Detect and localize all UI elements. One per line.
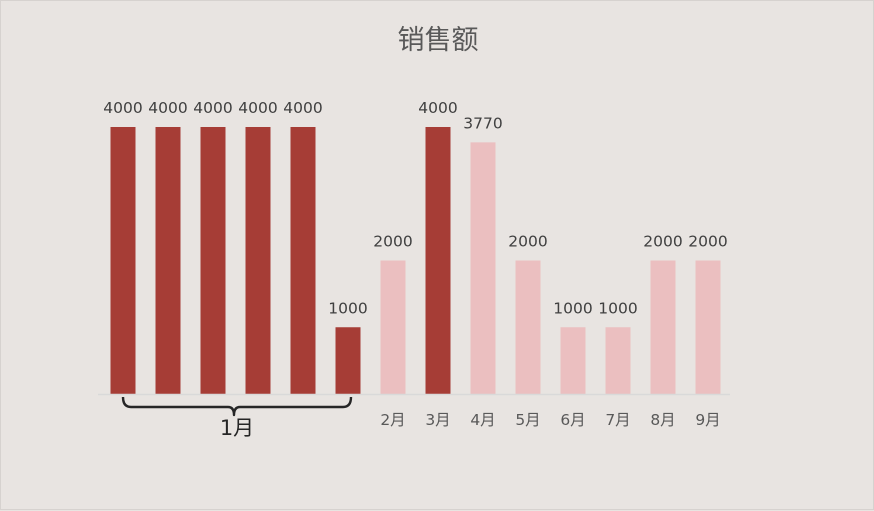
bar [605,327,631,394]
x-tick-label: 6月 [560,411,585,429]
data-label: 2000 [508,233,547,251]
chart-title: 销售额 [397,25,479,56]
x-tick-label: 3月 [425,411,450,429]
data-label: 1000 [598,299,637,317]
data-label: 4000 [193,99,232,117]
data-label: 4000 [103,99,142,117]
data-label: 1000 [553,299,592,317]
bar [425,127,451,394]
bar [200,127,226,394]
bar [695,260,721,394]
data-label: 4000 [283,99,322,117]
bar [470,142,496,394]
data-label: 4000 [238,99,277,117]
bar [110,127,136,394]
x-tick-label: 5月 [515,411,540,429]
bar [650,260,676,394]
group-bracket [121,396,353,417]
x-tick-label: 9月 [695,411,720,429]
x-tick-label: 7月 [605,411,630,429]
data-label: 2000 [643,233,682,251]
data-label: 3770 [463,114,502,132]
bar [335,327,361,394]
bar [290,127,316,394]
bar [560,327,586,394]
data-label: 4000 [148,99,187,117]
x-tick-label: 8月 [650,411,675,429]
x-tick-label: 2月 [380,411,405,429]
bar [155,127,181,394]
bar [380,260,406,394]
group-label: 1月 [220,416,254,440]
x-tick-label: 4月 [470,411,495,429]
data-label: 1000 [328,299,367,317]
data-label: 2000 [373,233,412,251]
data-label: 4000 [418,99,457,117]
bar [245,127,271,394]
bar [515,260,541,394]
data-label: 2000 [688,233,727,251]
